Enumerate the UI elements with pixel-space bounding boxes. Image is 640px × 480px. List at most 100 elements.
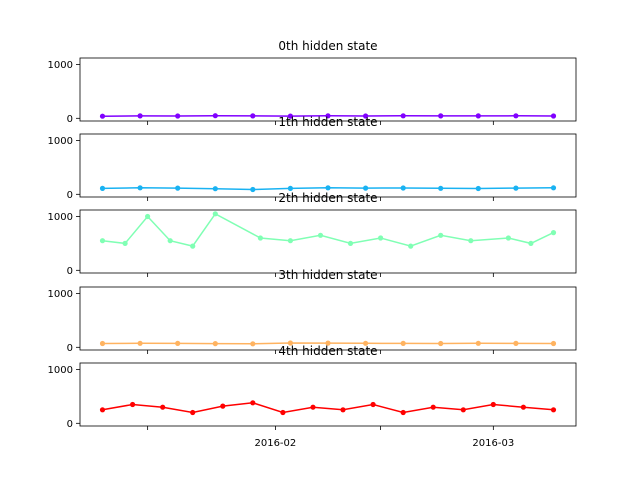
data-point: [99, 185, 106, 191]
data-point: [325, 185, 331, 191]
data-point: [212, 186, 218, 192]
data-point: [460, 407, 466, 413]
y-tick-label: 0: [67, 343, 73, 354]
axes-frame: [79, 362, 577, 427]
data-point: [550, 340, 557, 347]
data-point: [137, 340, 143, 346]
data-point: [137, 185, 143, 191]
data-point: [280, 409, 286, 416]
data-point: [550, 113, 557, 119]
data-point: [212, 341, 218, 347]
data-point: [400, 113, 406, 119]
data-point: [160, 404, 166, 410]
data-point: [513, 340, 519, 346]
panel-title: 0th hidden state: [278, 39, 377, 53]
panel-title: 2th hidden state: [278, 191, 377, 205]
data-point: [325, 340, 331, 346]
y-tick-label: 1000: [48, 136, 73, 147]
data-point: [347, 240, 354, 246]
data-point: [137, 113, 143, 119]
data-point: [250, 113, 256, 119]
y-tick-label: 1000: [48, 212, 73, 223]
y-tick-label: 0: [67, 419, 73, 430]
data-point: [550, 407, 557, 413]
data-point: [99, 113, 106, 119]
panel-0: 0 1000 0th hidden state: [48, 39, 577, 125]
data-point: [287, 238, 293, 244]
data-point: [400, 340, 406, 346]
data-point: [400, 185, 406, 191]
data-point: [325, 113, 331, 119]
data-point: [363, 113, 369, 119]
series-line: [102, 402, 554, 414]
panel-title: 1th hidden state: [278, 115, 377, 129]
y-tick-label: 1000: [48, 365, 73, 376]
data-point: [468, 238, 474, 244]
data-point: [513, 113, 519, 119]
data-point: [190, 243, 196, 249]
panels: 0 1000 0th hidden state 0 1000 1th hidden sta…: [48, 39, 577, 430]
data-point: [438, 185, 444, 191]
data-point: [400, 409, 406, 416]
data-point: [370, 401, 376, 408]
data-point: [190, 409, 196, 416]
data-point: [220, 403, 226, 409]
x-axis: 2016-02 2016-03: [254, 438, 514, 449]
data-point: [99, 238, 106, 244]
data-point: [490, 401, 496, 408]
data-point: [505, 235, 511, 241]
data-point: [287, 185, 293, 191]
panel-1: 0 1000 1th hidden state: [48, 115, 577, 201]
data-point: [145, 213, 151, 220]
data-point: [175, 185, 181, 191]
data-point: [513, 185, 519, 191]
data-point: [528, 240, 534, 246]
data-point: [175, 340, 181, 346]
y-tick-label: 1000: [48, 289, 73, 300]
x-tick-label: 2016-03: [472, 438, 514, 449]
data-point: [287, 113, 293, 119]
data-point: [212, 211, 218, 217]
data-point: [250, 186, 256, 193]
y-tick-label: 1000: [48, 60, 73, 71]
y-tick-label: 0: [67, 190, 73, 201]
data-point: [475, 185, 481, 192]
data-point: [250, 400, 256, 406]
data-point: [130, 401, 136, 408]
x-tick-label: 2016-02: [254, 438, 296, 449]
data-point: [550, 185, 557, 191]
panel-3: 0 1000 3th hidden state: [48, 268, 577, 354]
data-point: [475, 113, 481, 119]
panel-title: 3th hidden state: [278, 268, 377, 282]
data-point: [99, 340, 106, 347]
data-point: [175, 113, 181, 119]
data-point: [438, 340, 444, 347]
axes-frame: [79, 209, 577, 274]
data-point: [167, 238, 173, 244]
data-point: [520, 404, 527, 410]
data-point: [363, 185, 369, 191]
data-point: [287, 340, 293, 346]
axes-frame: [79, 286, 577, 351]
axes-frame: [79, 57, 577, 122]
data-point: [408, 243, 414, 249]
data-point: [438, 113, 444, 119]
data-point: [430, 404, 436, 410]
data-point: [122, 240, 128, 246]
data-point: [475, 340, 481, 346]
y-tick-label: 0: [67, 266, 73, 277]
data-point: [257, 235, 263, 241]
panel-title: 4th hidden state: [278, 344, 377, 358]
data-point: [363, 340, 369, 346]
data-point: [317, 232, 324, 238]
data-point: [438, 232, 444, 238]
data-point: [212, 113, 218, 119]
data-point: [310, 404, 316, 410]
data-point: [99, 407, 106, 413]
panel-2: 0 1000 2th hidden state: [48, 191, 577, 277]
data-point: [340, 407, 346, 413]
data-point: [550, 230, 557, 236]
data-point: [250, 341, 256, 347]
panel-4: 0 1000 4th hidden state: [48, 344, 577, 430]
